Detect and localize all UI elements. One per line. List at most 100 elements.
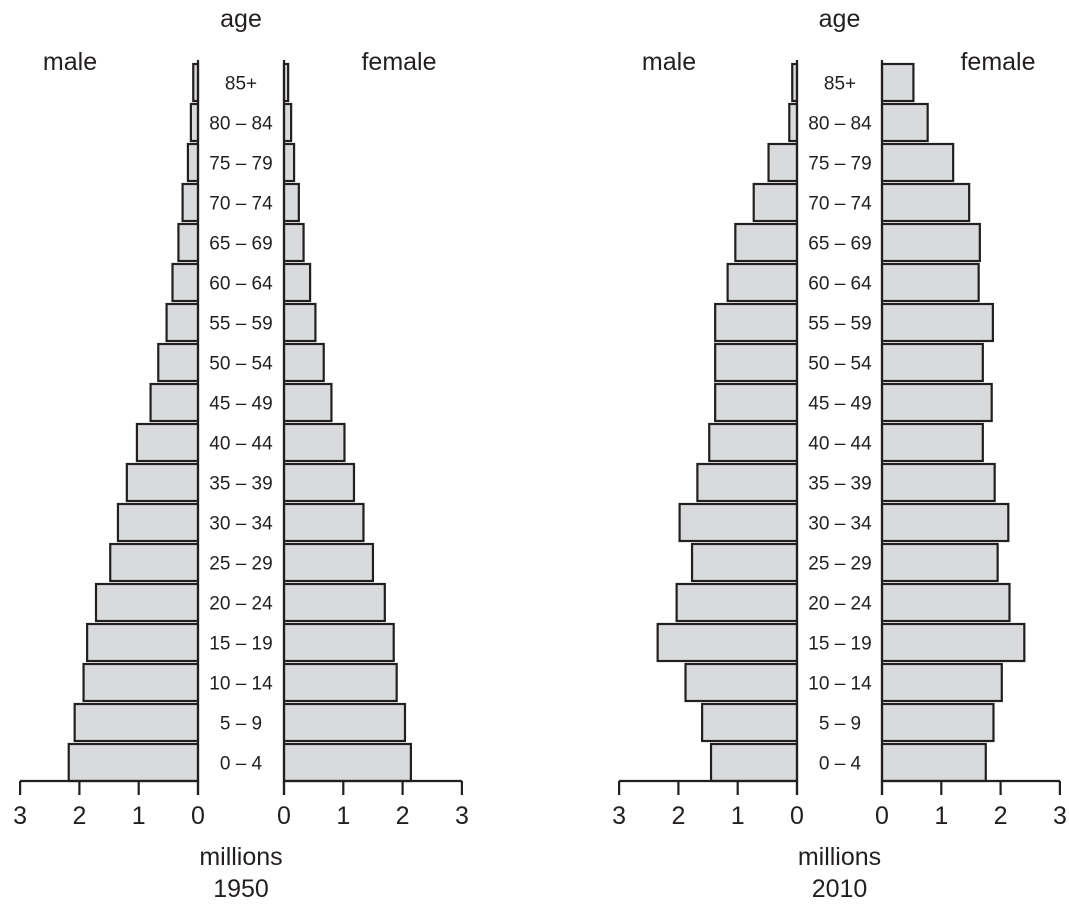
- bar-male-2010-0: [709, 742, 799, 783]
- tick-label: 3: [13, 802, 27, 830]
- age-label: 5 – 9: [819, 714, 861, 735]
- bar-female-2010-17: [880, 62, 915, 103]
- age-label: 80 – 84: [808, 114, 872, 135]
- bar-female-2010-8: [880, 422, 984, 463]
- bar-male-1950-12: [171, 262, 200, 303]
- bar-female-2010-4: [880, 582, 1011, 623]
- age-label: 5 – 9: [220, 714, 262, 735]
- tick-label: 0: [790, 802, 804, 830]
- bar-male-2010-1: [701, 702, 799, 743]
- bar-female-1950-13: [282, 222, 305, 263]
- age-label: 55 – 59: [808, 314, 871, 335]
- bar-female-2010-6: [880, 502, 1010, 543]
- age-label: 35 – 39: [808, 474, 871, 495]
- male-label: male: [642, 48, 696, 76]
- bar-female-1950-7: [282, 462, 356, 503]
- bar-male-2010-3: [656, 622, 799, 663]
- bar-male-1950-15: [186, 142, 200, 183]
- age-label: 20 – 24: [209, 594, 273, 615]
- bar-male-1950-2: [82, 662, 200, 703]
- bar-male-2010-12: [726, 262, 799, 303]
- bar-female-2010-11: [880, 302, 994, 343]
- tick-label: 3: [455, 802, 469, 830]
- chart-year-title: 1950: [213, 875, 269, 903]
- age-label: 70 – 74: [209, 194, 273, 215]
- bar-male-2010-6: [678, 502, 799, 543]
- bar-female-1950-6: [282, 502, 365, 543]
- bar-male-2010-8: [708, 422, 799, 463]
- x-axis-label: millions: [798, 843, 881, 871]
- age-label: 45 – 49: [209, 394, 272, 415]
- age-label: 60 – 64: [209, 274, 273, 295]
- tick-label: 3: [1053, 802, 1067, 830]
- bar-female-2010-0: [880, 742, 987, 783]
- bar-male-1950-1: [73, 702, 200, 743]
- bar-female-2010-15: [880, 142, 955, 183]
- bar-female-2010-12: [880, 262, 980, 303]
- bar-female-1950-8: [282, 422, 346, 463]
- bar-female-1950-2: [282, 662, 398, 703]
- tick-label: 0: [277, 802, 291, 830]
- bar-female-2010-13: [880, 222, 981, 263]
- bar-male-1950-3: [86, 622, 200, 663]
- chart-year-title: 2010: [812, 875, 868, 903]
- bar-male-1950-9: [149, 382, 200, 423]
- bar-male-2010-7: [696, 462, 799, 503]
- age-label: 0 – 4: [220, 754, 263, 775]
- bar-male-2010-11: [714, 302, 799, 343]
- bar-male-1950-4: [94, 582, 200, 623]
- age-label: 85+: [225, 74, 257, 95]
- bar-male-1950-7: [125, 462, 200, 503]
- age-label: 70 – 74: [808, 194, 872, 215]
- age-axis-label: age: [220, 5, 262, 33]
- bar-female-1950-12: [282, 262, 312, 303]
- male-label: male: [43, 48, 97, 76]
- bar-female-1950-10: [282, 342, 325, 383]
- bar-male-1950-5: [109, 542, 200, 583]
- age-label: 75 – 79: [808, 154, 871, 175]
- bar-female-2010-9: [880, 382, 993, 423]
- bar-male-1950-0: [67, 742, 200, 783]
- pyramid-1950: 0 – 4 5 – 9 10 – 14 15 – 19 20 – 24 25 – 29 3 0…: [13, 5, 469, 903]
- bar-male-2010-4: [675, 582, 799, 623]
- age-label: 30 – 34: [808, 514, 872, 535]
- age-label: 15 – 19: [808, 634, 871, 655]
- bar-female-1950-1: [282, 702, 407, 743]
- age-label: 80 – 84: [209, 114, 273, 135]
- bar-female-2010-7: [880, 462, 996, 503]
- tick-label: 2: [396, 802, 410, 830]
- bar-female-2010-10: [880, 342, 984, 383]
- age-label: 65 – 69: [209, 234, 272, 255]
- bar-female-1950-15: [282, 142, 296, 183]
- age-label: 10 – 14: [209, 674, 273, 695]
- age-label: 65 – 69: [808, 234, 871, 255]
- bar-male-2010-5: [690, 542, 799, 583]
- bar-female-2010-3: [880, 622, 1026, 663]
- bar-male-2010-10: [714, 342, 799, 383]
- bar-female-2010-1: [880, 702, 995, 743]
- age-label: 35 – 39: [209, 474, 272, 495]
- bar-male-2010-16: [788, 102, 799, 143]
- tick-label: 1: [731, 802, 745, 830]
- age-label: 25 – 29: [808, 554, 871, 575]
- age-label: 40 – 44: [808, 434, 872, 455]
- age-label: 40 – 44: [209, 434, 273, 455]
- age-label: 15 – 19: [209, 634, 272, 655]
- bar-female-2010-14: [880, 182, 971, 223]
- bar-male-2010-2: [684, 662, 799, 703]
- age-label: 10 – 14: [808, 674, 872, 695]
- age-label: 55 – 59: [209, 314, 272, 335]
- age-label: 75 – 79: [209, 154, 272, 175]
- bar-male-1950-11: [165, 302, 200, 343]
- bar-male-1950-6: [116, 502, 200, 543]
- age-label: 0 – 4: [819, 754, 862, 775]
- age-label: 25 – 29: [209, 554, 272, 575]
- female-label: female: [361, 48, 436, 76]
- age-label: 60 – 64: [808, 274, 872, 295]
- bar-female-1950-5: [282, 542, 375, 583]
- tick-label: 2: [994, 802, 1008, 830]
- x-axis-label: millions: [199, 843, 282, 871]
- tick-label: 2: [72, 802, 86, 830]
